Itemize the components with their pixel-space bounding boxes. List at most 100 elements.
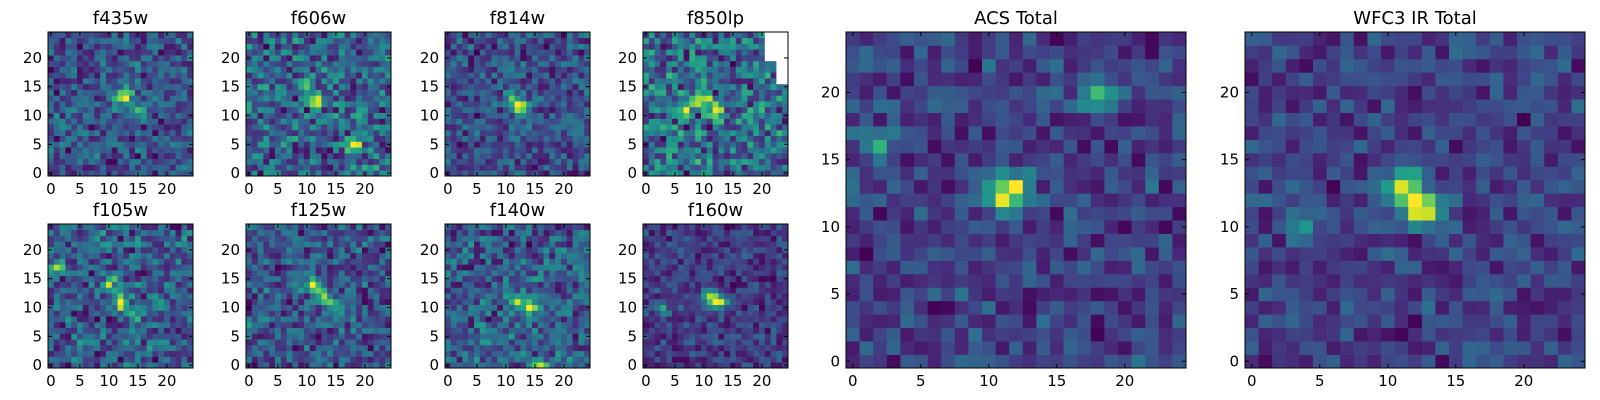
heatmap-cell xyxy=(514,32,521,39)
heatmap-cell xyxy=(140,60,147,67)
heatmap-cell xyxy=(373,158,380,165)
heatmap-cell xyxy=(643,321,650,329)
heatmap-cell xyxy=(683,339,690,346)
heatmap-cell xyxy=(65,350,72,357)
heatmap-cell xyxy=(77,43,84,50)
heatmap-cell xyxy=(152,55,159,62)
heatmap-cell xyxy=(65,362,72,369)
heatmap-cell xyxy=(321,129,328,137)
heatmap-cell xyxy=(77,55,84,62)
heatmap-cell xyxy=(123,287,130,294)
heatmap-cell xyxy=(338,281,345,288)
heatmap-cell xyxy=(117,95,124,102)
heatmap-cell xyxy=(100,124,107,131)
heatmap-cell xyxy=(304,49,311,56)
heatmap-cell xyxy=(503,106,510,113)
heatmap-cell xyxy=(566,135,573,142)
heatmap-cell xyxy=(304,158,311,165)
heatmap-cell xyxy=(578,32,585,39)
heatmap-cell xyxy=(759,49,766,56)
heatmap-cell xyxy=(730,339,737,346)
heatmap-cell xyxy=(712,356,719,363)
heatmap-cell xyxy=(356,270,363,277)
heatmap-cell xyxy=(356,252,363,259)
heatmap-cell xyxy=(65,135,72,142)
heatmap-cell xyxy=(356,170,363,177)
heatmap-cell xyxy=(741,141,748,148)
heatmap-cell xyxy=(643,89,650,96)
heatmap-cell xyxy=(263,362,270,369)
heatmap-cell xyxy=(735,356,742,363)
heatmap-cell xyxy=(468,258,475,265)
heatmap-cell xyxy=(286,83,293,90)
heatmap-cell xyxy=(292,170,299,177)
heatmap-cell xyxy=(520,158,527,165)
heatmap-cell xyxy=(503,298,510,305)
heatmap-cell xyxy=(338,43,345,50)
heatmap-cell xyxy=(251,339,258,346)
heatmap-cell xyxy=(561,89,568,96)
heatmap-cell xyxy=(187,264,194,271)
heatmap-cell xyxy=(695,356,702,363)
heatmap-cell xyxy=(100,293,107,300)
heatmap-cell xyxy=(327,258,334,265)
heatmap-cell xyxy=(648,158,655,165)
heatmap-cell xyxy=(695,170,702,177)
heatmap-cell xyxy=(356,43,363,50)
heatmap-cell xyxy=(333,333,340,340)
heatmap-cell xyxy=(666,106,673,113)
heatmap-cell xyxy=(741,310,748,317)
heatmap-cell xyxy=(263,304,270,311)
heatmap-cell xyxy=(770,344,777,352)
x-tick-label: 15 xyxy=(128,180,147,198)
heatmap-cell xyxy=(298,321,305,329)
heatmap-cell xyxy=(373,304,380,311)
heatmap-cell xyxy=(566,235,573,242)
heatmap-cell xyxy=(543,158,550,165)
heatmap-cell xyxy=(315,112,322,119)
heatmap-cell xyxy=(537,101,544,108)
heatmap-cell xyxy=(543,101,550,108)
heatmap-cell xyxy=(321,333,328,340)
heatmap-cell xyxy=(537,344,544,352)
heatmap-cell xyxy=(246,129,253,137)
heatmap-cell xyxy=(77,147,84,154)
heatmap-cell xyxy=(169,293,176,300)
heatmap-cell xyxy=(456,147,463,154)
axes-frame xyxy=(245,31,392,177)
heatmap-cell xyxy=(321,310,328,317)
heatmap-cell xyxy=(385,78,392,85)
heatmap-cell xyxy=(735,101,742,108)
heatmap-cell xyxy=(65,293,72,300)
heatmap-cell xyxy=(572,356,579,363)
heatmap-cell xyxy=(158,32,165,39)
heatmap-cell xyxy=(257,118,264,125)
heatmap-cell xyxy=(537,118,544,125)
heatmap-cell xyxy=(503,356,510,363)
heatmap-cell xyxy=(333,135,340,142)
heatmap-cell xyxy=(385,66,392,73)
heatmap-cell xyxy=(701,89,708,96)
heatmap-cell xyxy=(315,304,322,311)
heatmap-cell xyxy=(689,164,696,171)
heatmap-cell xyxy=(706,89,713,96)
heatmap-cell xyxy=(48,89,55,96)
heatmap-cell xyxy=(286,247,293,254)
heatmap-cell xyxy=(169,270,176,277)
heatmap-cell xyxy=(654,293,661,300)
heatmap-cell xyxy=(333,112,340,119)
heatmap-cell xyxy=(479,264,486,271)
heatmap-cell xyxy=(572,339,579,346)
heatmap-cell xyxy=(280,49,287,56)
heatmap-cell xyxy=(251,235,258,242)
heatmap-cell xyxy=(158,147,165,154)
heatmap-cell xyxy=(379,95,386,102)
heatmap-cell xyxy=(48,327,55,334)
heatmap-cell xyxy=(135,83,142,90)
heatmap-cell xyxy=(367,333,374,340)
heatmap-cell xyxy=(735,83,742,90)
heatmap-cell xyxy=(561,60,568,67)
heatmap-cell xyxy=(373,95,380,102)
heatmap-cell xyxy=(135,158,142,165)
heatmap-cell xyxy=(292,112,299,119)
